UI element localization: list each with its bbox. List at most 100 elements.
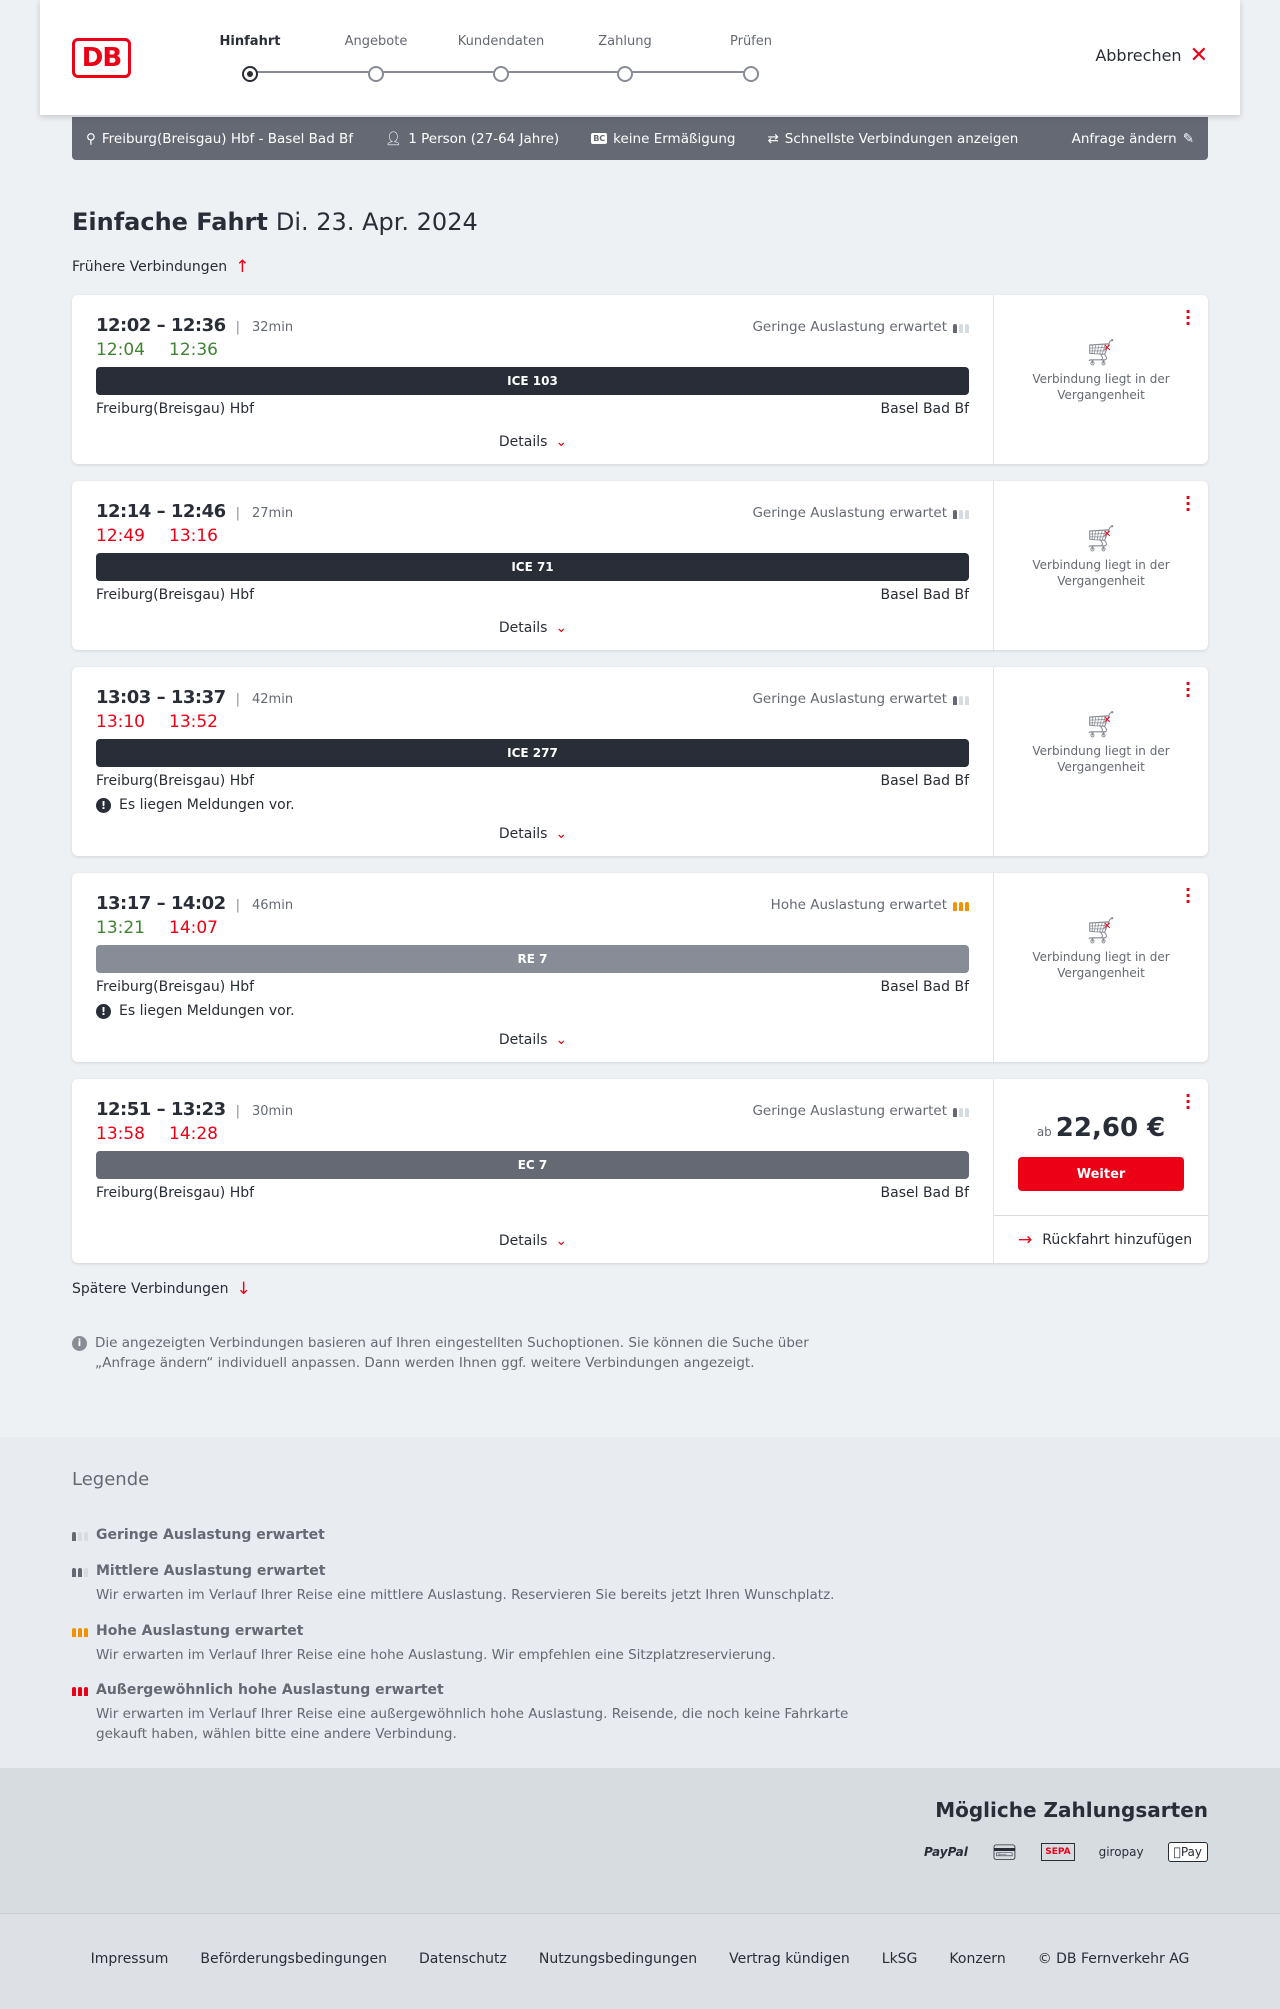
details-label: Details	[498, 826, 548, 842]
occupancy-bar	[965, 696, 969, 705]
legend-item-title: Geringe Auslastung erwartet	[72, 1527, 852, 1543]
train-bar[interactable]: ICE 277	[96, 739, 969, 767]
legend-item-title: Hohe Auslastung erwartet	[72, 1623, 852, 1639]
footer-link[interactable]: Beförderungsbedingungen	[200, 1950, 387, 1967]
occupancy-low-icon	[72, 1529, 88, 1541]
discount-text: keine Ermäßigung	[613, 130, 736, 147]
realtime-arrival: 12:36	[169, 340, 218, 360]
more-options-icon[interactable]: · · ·	[1184, 488, 1192, 519]
discount-info: BC keine Ermäßigung	[591, 131, 735, 147]
notice-message: ! Es liegen Meldungen vor.	[96, 797, 295, 813]
footer-link[interactable]: Konzern	[949, 1950, 1006, 1967]
origin-station: Freiburg(Breisgau) Hbf	[96, 773, 255, 789]
train-bar[interactable]: RE 7	[96, 945, 969, 973]
legend-description: Wir erwarten im Verlauf Ihrer Reise eine…	[96, 1647, 776, 1663]
connection-card[interactable]: 13:17 – 14:02 46min 13:21 14:07 Hohe Auslast…	[72, 873, 1208, 1062]
occupancy-info: Geringe Auslastung erwartet	[752, 691, 969, 707]
connection-card[interactable]: 12:02 – 12:36 32min 12:04 12:36 Geringe Ausl…	[72, 295, 1208, 464]
add-return-button[interactable]: → Rückfahrt hinzufügen	[994, 1215, 1208, 1263]
more-options-icon[interactable]: · · ·	[1184, 1086, 1192, 1117]
notice-text: Es liegen Meldungen vor.	[119, 1003, 295, 1019]
train-bar[interactable]: ICE 71	[96, 553, 969, 581]
notice-message: ! Es liegen Meldungen vor.	[96, 1003, 295, 1019]
step-prüfen: Prüfen	[691, 34, 811, 82]
footer-link[interactable]: Nutzungsbedingungen	[538, 1950, 698, 1967]
occupancy-bar	[953, 324, 957, 333]
arrow-right-icon: →	[1018, 1229, 1033, 1250]
past-text: Verbindung liegt in der Vergangenheit	[1032, 372, 1170, 402]
destination-station: Basel Bad Bf	[880, 773, 969, 789]
realtime-departure: 12:04	[96, 340, 145, 360]
origin-station: Freiburg(Breisgau) Hbf	[96, 587, 255, 603]
occupancy-bar	[953, 902, 957, 911]
step-angebote: Angebote	[316, 34, 436, 82]
edit-search-button[interactable]: Anfrage ändern ✎	[1072, 131, 1194, 147]
passenger-info: 👤︎ 1 Person (27-64 Jahre)	[385, 131, 559, 147]
occupancy-bar	[84, 1687, 88, 1696]
past-text: Verbindung liegt in der Vergangenheit	[1032, 558, 1170, 588]
more-options-icon[interactable]: · · ·	[1184, 674, 1192, 705]
occupancy-bar	[84, 1568, 88, 1577]
connection-card[interactable]: 12:14 – 12:46 27min 12:49 13:16 Geringe Ausl…	[72, 481, 1208, 650]
details-label: Details	[498, 434, 548, 450]
earlier-connections-link[interactable]: Frühere Verbindungen ↑	[72, 257, 249, 277]
legend-title-text: Geringe Auslastung erwartet	[96, 1527, 325, 1543]
cancel-button[interactable]: Abbrechen ✕	[1095, 44, 1208, 66]
header: DB Hinfahrt Angebote Kundendaten Zahlung Prü…	[40, 0, 1240, 115]
planned-times: 12:02 – 12:36	[96, 315, 226, 336]
train-bar[interactable]: ICE 103	[96, 367, 969, 395]
planned-times: 12:51 – 13:23	[96, 1099, 226, 1120]
details-toggle[interactable]: Details ⌄	[72, 826, 994, 842]
legend-title: Legende	[72, 1469, 150, 1490]
offer-panel: · · · ab 22,60 € Weiter → Rückfahrt hinzufüge…	[994, 1079, 1208, 1263]
details-toggle[interactable]: Details ⌄	[72, 620, 994, 636]
step-hinfahrt: Hinfahrt	[190, 34, 310, 82]
step-circle-icon	[743, 66, 759, 82]
details-toggle[interactable]: Details ⌄	[72, 1032, 994, 1048]
past-connection-notice: 🛒︎ ✕ Verbindung liegt in der Vergangenheit	[994, 526, 1208, 589]
arrow-up-icon: ↑	[235, 257, 250, 277]
connection-card[interactable]: 13:03 – 13:37 42min 13:10 13:52 Geringe Ausl…	[72, 667, 1208, 856]
passenger-text: 1 Person (27-64 Jahre)	[408, 130, 560, 147]
duration: 46min	[236, 898, 293, 913]
details-toggle[interactable]: Details ⌄	[72, 434, 994, 450]
occupancy-bar	[959, 902, 963, 911]
db-logo[interactable]: DB	[72, 38, 131, 78]
step-label: Zahlung	[598, 34, 652, 49]
notice-text: Es liegen Meldungen vor.	[119, 797, 295, 813]
travel-times: 13:03 – 13:37 42min	[96, 687, 293, 708]
connection-card[interactable]: 12:51 – 13:23 30min 13:58 14:28 Geringe Ausl…	[72, 1079, 1208, 1263]
occupancy-bar	[965, 324, 969, 333]
more-options-icon[interactable]: · · ·	[1184, 302, 1192, 333]
occupancy-text: Geringe Auslastung erwartet	[752, 691, 947, 707]
later-connections-link[interactable]: Spätere Verbindungen ↓	[72, 1279, 251, 1299]
connection-details: 13:03 – 13:37 42min 13:10 13:52 Geringe Ausl…	[72, 667, 994, 856]
apple-pay-label: Pay	[1180, 1845, 1202, 1859]
trip-date: Di. 23. Apr. 2024	[275, 208, 478, 236]
trip-type: Einfache Fahrt	[72, 208, 268, 236]
continue-button[interactable]: Weiter	[1018, 1157, 1184, 1191]
duration: 30min	[236, 1104, 293, 1119]
footer-link[interactable]: Datenschutz	[418, 1950, 507, 1967]
info-icon: i	[72, 1336, 87, 1351]
train-bar[interactable]: EC 7	[96, 1151, 969, 1179]
footer-link[interactable]: Impressum	[90, 1950, 169, 1967]
more-options-icon[interactable]: · · ·	[1184, 880, 1192, 911]
legend-item: Außergewöhnlich hohe Auslastung erwartet…	[72, 1682, 852, 1744]
footer-link[interactable]: Vertrag kündigen	[729, 1950, 850, 1967]
giropay-icon: giropay	[1098, 1845, 1144, 1859]
realtime-arrival: 14:07	[169, 918, 218, 938]
footer-link[interactable]: © DB Fernverkehr AG	[1037, 1950, 1190, 1967]
footer-link[interactable]: LkSG	[881, 1950, 918, 1967]
origin-station: Freiburg(Breisgau) Hbf	[96, 979, 255, 995]
occupancy-text: Geringe Auslastung erwartet	[752, 319, 947, 335]
details-toggle[interactable]: Details ⌄	[72, 1233, 994, 1249]
legend-item: Hohe Auslastung erwartet Wir erwarten im …	[72, 1623, 852, 1665]
pencil-icon: ✎	[1182, 130, 1194, 147]
occupancy-info: Hohe Auslastung erwartet	[771, 897, 969, 913]
footer-links: Impressum Beförderungsbedingungen Datensch…	[0, 1913, 1280, 2009]
swap-arrows-icon: ⇄	[767, 130, 779, 147]
cancel-label: Abbrechen	[1095, 46, 1182, 65]
sepa-icon: SEPA	[1041, 1843, 1075, 1861]
offer-panel: · · · 🛒︎ ✕ Verbindung liegt in der Vergange…	[994, 295, 1208, 464]
